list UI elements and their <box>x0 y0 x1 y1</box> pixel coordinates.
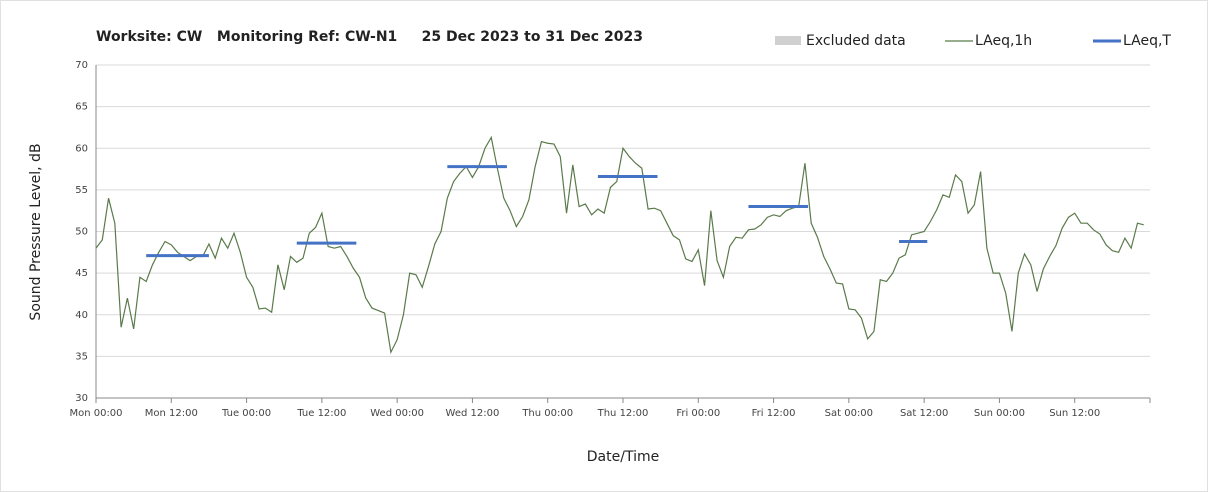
x-tick-label: Fri 12:00 <box>752 408 796 419</box>
line-series <box>95 135 1144 355</box>
x-tick-label: Mon 12:00 <box>145 408 198 419</box>
legend-label: Excluded data <box>806 33 906 49</box>
legend-label: LAeq,T <box>1123 33 1171 49</box>
chart-title: Worksite: CW Monitoring Ref: CW-N1 25 De… <box>96 29 643 45</box>
y-axis-label: Sound Pressure Level, dB <box>28 143 44 320</box>
y-tick-label: 65 <box>75 102 88 113</box>
legend-label: LAeq,1h <box>975 33 1032 49</box>
x-tick-label: Mon 00:00 <box>69 408 122 419</box>
x-tick-label: Tue 12:00 <box>296 408 346 419</box>
y-tick-label: 70 <box>75 60 88 71</box>
x-tick-label: Wed 12:00 <box>446 408 500 419</box>
x-tick-label: Wed 00:00 <box>370 408 424 419</box>
y-tick-label: 35 <box>75 351 88 362</box>
x-tick-label: Sun 12:00 <box>1049 408 1100 419</box>
y-tick-label: 55 <box>75 185 88 196</box>
x-tick-label: Sun 00:00 <box>974 408 1025 419</box>
y-tick-label: 50 <box>75 227 88 238</box>
x-axis-label: Date/Time <box>587 449 659 465</box>
x-tick-label: Thu 00:00 <box>521 408 573 419</box>
x-tick-label: Sat 12:00 <box>900 408 948 419</box>
x-tick-label: Fri 00:00 <box>676 408 720 419</box>
y-tick-label: 45 <box>75 268 88 279</box>
x-tick-label: Tue 00:00 <box>221 408 271 419</box>
x-tick-label: Thu 12:00 <box>597 408 649 419</box>
y-tick-label: 30 <box>75 393 88 404</box>
y-tick-label: 40 <box>75 310 88 321</box>
y-tick-label: 60 <box>75 143 88 154</box>
legend-swatch <box>775 36 801 45</box>
x-tick-label: Sat 00:00 <box>825 408 873 419</box>
